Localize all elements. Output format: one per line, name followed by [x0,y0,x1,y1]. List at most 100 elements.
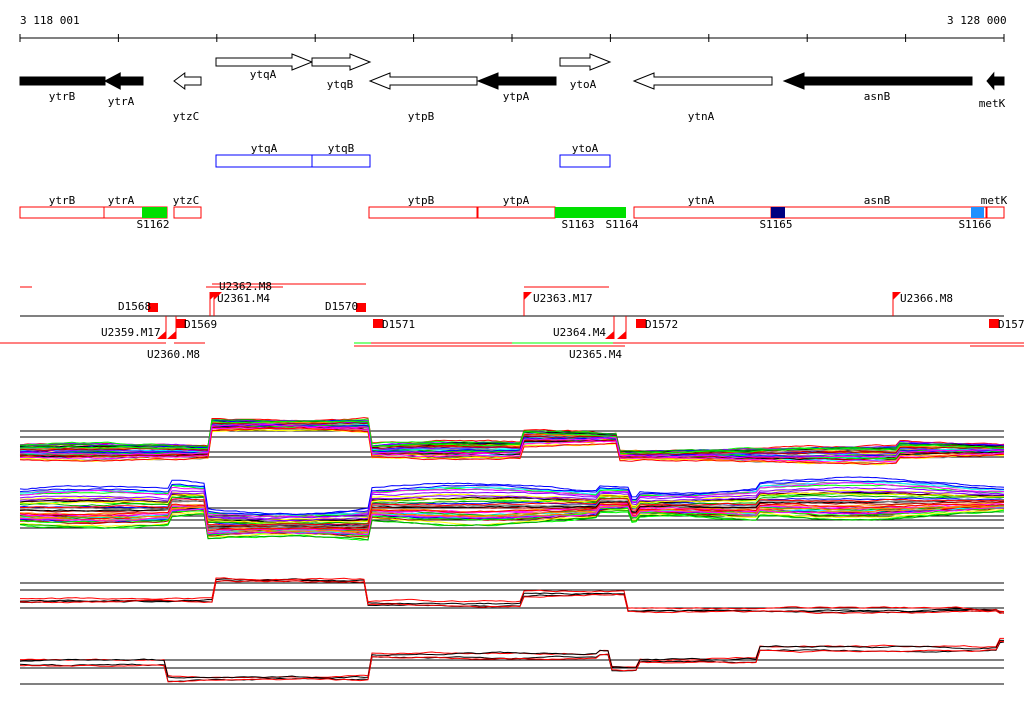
expression-profile-line [19,419,1004,453]
feature-label: U2363.M17 [533,292,593,305]
rev-transcript-label: metK [981,194,1008,207]
gene-label-ytrB: ytrB [49,90,76,103]
expression-profile-line [19,486,1005,520]
feature-marker [636,319,646,328]
segment-block [555,207,626,218]
gene-label-ytqB: ytqB [327,78,354,91]
feature-label: U2366.M8 [900,292,953,305]
feature-flag [893,292,901,300]
expression-profile-line [19,484,1005,518]
feature-label: D1572 [645,318,678,331]
expression-profile-line [19,495,1005,525]
expression-profile-line [19,503,1004,531]
feature-label: D1568 [118,300,151,313]
gene-arrow-ytqA [215,53,314,71]
expression-profile-line [19,482,1005,518]
gene-arrow-ytrB [19,76,106,86]
gene-arrow-metK [986,71,1005,91]
gene-arrow-ytpB [368,72,478,90]
feature-flag [617,331,626,339]
expression-profile-line [19,479,1004,516]
rev-transcript-box [986,206,1005,219]
reverse-transcript-track: ytrB ytrA ytzC ytpB ytpA ytnA asnB metK S1162 S11… [19,194,1008,231]
expression-profile-line [19,498,1005,528]
expression-profile-line [19,504,1005,534]
feature-marker [176,319,186,328]
feature-marker [148,303,158,312]
rev-transcript-box [368,206,478,219]
rev-transcript-label: ytpB [408,194,435,207]
feature-flag [214,292,222,300]
gene-label-ytnA: ytnA [688,110,715,123]
segment-label: S1162 [136,218,169,231]
gene-label-asnB: asnB [864,90,891,103]
feature-label: U2359.M17 [101,326,161,339]
fwd-transcript-box [559,154,611,168]
gene-arrow-ytzC [173,72,202,90]
gene-label-ytpA: ytpA [503,90,530,103]
segment-label: S1165 [759,218,792,231]
feature-label: D1573 [998,318,1024,331]
feature-flag [157,331,166,339]
feature-marker [989,319,999,328]
segment-label: S1164 [605,218,638,231]
scale-ticks [19,34,1005,42]
gene-arrow-ytqB [311,53,372,71]
gene-arrow-ytoA [559,53,612,71]
gene-arrow-asnB [782,72,973,90]
expression-profile-line [19,427,1005,465]
feature-flag [167,331,176,339]
rev-transcript-box [173,206,202,219]
gene-arrow-ytnA [632,72,773,90]
expression-profile-line [19,476,1005,515]
expression-profile-line [19,639,1005,679]
expression-profile-line [20,498,1005,526]
expression-profile-line [19,505,1005,536]
gene-arrow-ytrA [103,72,144,90]
rev-transcript-label: ytpA [503,194,530,207]
expression-profile-line [19,489,1004,522]
expression-profile-line [19,422,1005,456]
expression-profile-line [19,426,1004,463]
scale-ruler: 3 118 001 3 128 000 [19,14,1007,42]
gene-label-metK: metK [979,97,1006,110]
rev-transcript-box [19,206,105,219]
expression-profile-line [19,421,1005,456]
gene-track: ytrB ytrA ytzC ytqA ytqB ytpB ytpA ytoA ytnA asnB… [19,53,1006,123]
rev-transcript-label: ytzC [173,194,200,207]
expression-profile-line [19,578,1005,613]
fwd-transcript-box [215,154,313,168]
scale-end-label: 3 128 000 [947,14,1007,27]
expression-profile-line [19,507,1005,537]
gene-label-ytpB: ytpB [408,110,435,123]
rev-transcript-label: ytrA [108,194,135,207]
feature-marker [356,303,366,312]
segment-label: S1166 [958,218,991,231]
scale-start-label: 3 118 001 [20,14,80,27]
gene-label-ytqA: ytqA [250,68,277,81]
rev-transcript-label: ytrB [49,194,76,207]
feature-label: U2362.M8 [219,280,272,293]
expression-profile-line [19,580,1005,615]
gene-arrow-ytpA [476,72,557,90]
rev-transcript-box [477,206,556,219]
feature-label: U2364.M4 [553,326,606,339]
segment-label: S1163 [561,218,594,231]
forward-transcript-track: ytqA ytqB ytoA [215,142,611,168]
segment-block [771,207,785,218]
rev-transcript-box [770,206,987,219]
feature-flag [524,292,532,300]
fwd-transcript-label: ytoA [572,142,599,155]
expression-profile-line [20,577,1005,612]
segment-block [971,207,984,218]
feature-label: D1570 [325,300,358,313]
rev-transcript-label: asnB [864,194,891,207]
rev-transcript-label: ytnA [688,194,715,207]
feature-flag [605,331,614,339]
gene-label-ytrA: ytrA [108,95,135,108]
feature-label: U2360.M8 [147,348,200,361]
fwd-transcript-label: ytqA [251,142,278,155]
